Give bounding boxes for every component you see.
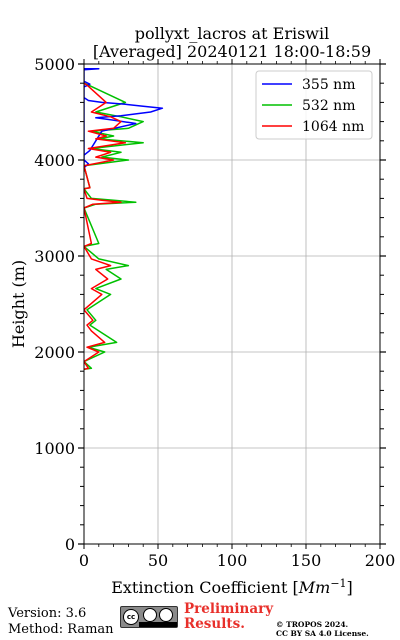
y-tick-label: 3000	[34, 247, 75, 266]
copyright-line-1: © TROPOS 2024.	[276, 620, 349, 629]
x-tick-label: 150	[291, 551, 322, 570]
method-label: Method: Raman	[8, 622, 114, 637]
chart-title-line2: [Averaged] 20240121 18:00-18:59	[93, 42, 371, 61]
preliminary-line-2: Results.	[184, 616, 245, 632]
y-axis-label: Height (m)	[9, 260, 28, 348]
x-tick-label: 100	[217, 551, 248, 570]
legend-label: 1064 nm	[302, 119, 364, 135]
preliminary-line-1: Preliminary	[184, 601, 274, 617]
y-tick-label: 5000	[34, 55, 75, 74]
copyright-notice: © TROPOS 2024. CC BY SA 4.0 License.	[276, 620, 369, 638]
series-line-532-nm	[84, 82, 144, 371]
chart-title-line1: pollyxt_lacros at Eriswil	[135, 24, 329, 43]
series-line-1064-nm	[84, 82, 127, 371]
legend-label: 355 nm	[302, 77, 355, 93]
cc-by-sa-icon: cc	[120, 606, 178, 628]
x-tick-label: 0	[79, 551, 89, 570]
x-tick-label: 50	[148, 551, 168, 570]
x-axis-label: Extinction Coefficient [Mm−1]	[111, 577, 353, 597]
series-group	[84, 68, 164, 371]
series-line-355-nm	[84, 68, 164, 169]
legend: 355 nm 532 nm 1064 nm	[255, 70, 373, 140]
y-tick-label: 0	[65, 535, 75, 554]
y-tick-label: 4000	[34, 151, 75, 170]
y-tick-label: 1000	[34, 439, 75, 458]
version-label: Version: 3.6	[8, 606, 87, 621]
copyright-line-2: CC BY SA 4.0 License.	[276, 629, 369, 638]
x-tick-label: 200	[365, 551, 396, 570]
legend-label: 532 nm	[302, 98, 355, 114]
y-tick-label: 2000	[34, 343, 75, 362]
legend-box	[255, 70, 373, 140]
preliminary-results-label: Preliminary Results.	[184, 602, 273, 632]
